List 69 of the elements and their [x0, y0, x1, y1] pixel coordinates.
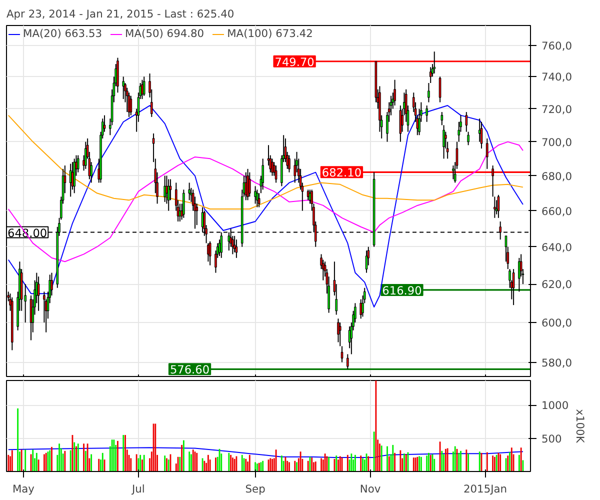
candlestick: [182, 189, 185, 218]
candlestick: [394, 79, 396, 106]
legend-label: MA(20) 663.53: [23, 27, 102, 40]
candlestick: [164, 175, 166, 202]
candlestick: [254, 186, 256, 204]
ref-line-label: 616.90: [382, 283, 422, 298]
candlestick: [494, 196, 496, 218]
candlestick: [486, 138, 488, 170]
candlestick: [167, 178, 170, 212]
candlestick: [442, 124, 445, 160]
y-tick-label: 1000: [542, 399, 569, 412]
y-tick-label: 600,0: [542, 316, 572, 330]
candlestick: [433, 51, 436, 74]
y-tick-label: 720,0: [542, 102, 572, 116]
candlestick: [440, 112, 444, 126]
candlestick: [248, 172, 251, 198]
candlestick: [256, 189, 258, 208]
candlestick: [262, 158, 264, 190]
y-tick-label: 660,0: [542, 204, 572, 218]
candlestick: [258, 192, 260, 208]
x-tick-label: Jul: [131, 482, 145, 496]
candlestick: [306, 189, 310, 201]
candlestick: [360, 298, 362, 320]
candlestick: [246, 168, 249, 201]
y-tick-label: 700,0: [542, 136, 572, 149]
candlestick: [271, 158, 274, 176]
candlestick: [465, 112, 468, 132]
ref-line-label: 682.10: [322, 166, 362, 180]
ref-line-label: 576.60: [170, 362, 210, 377]
line-series: [8, 447, 524, 458]
candlestick: [188, 182, 190, 201]
candlestick: [428, 82, 430, 103]
chart-title: Apr 23, 2014 - Jan 21, 2015 - Last : 625.40: [6, 8, 234, 20]
candlestick: [122, 76, 125, 100]
x-tick-label: Sep: [245, 482, 266, 496]
candlestick: [346, 354, 349, 370]
candlestick: [506, 246, 510, 270]
y-tick-label: 680,0: [542, 170, 572, 183]
candlestick: [452, 164, 454, 180]
y-tick-label: 500: [542, 432, 562, 446]
y-axis-title: x100K: [574, 409, 587, 444]
y-tick-label: 580,0: [542, 356, 572, 370]
x-tick-label: 2015Jan: [463, 482, 508, 496]
candlestick: [480, 121, 483, 150]
candlestick: [492, 164, 494, 198]
y-tick-label: 740,0: [542, 70, 572, 84]
candlestick: [126, 87, 128, 113]
legend-label: MA(100) 673.42: [227, 27, 313, 40]
y-tick-label: 640,0: [542, 240, 572, 254]
candlestick: [337, 318, 340, 343]
x-tick-label: Nov: [360, 482, 381, 496]
candlestick: [518, 257, 520, 292]
candlestick: [467, 131, 470, 146]
candlestick: [69, 163, 72, 198]
candlestick: [288, 154, 290, 173]
candlestick: [76, 154, 80, 173]
candlestick: [429, 66, 432, 84]
candlestick: [338, 322, 342, 347]
candlestick: [142, 76, 146, 96]
line-series: [8, 114, 524, 210]
y-tick-label: 760,0: [542, 39, 572, 52]
candlestick: [207, 242, 210, 262]
ref-line-label: 749.70: [274, 54, 314, 69]
y-tick-label: 620,0: [542, 278, 572, 292]
candlestick: [426, 105, 428, 122]
line-series: [8, 141, 524, 262]
legend-label: MA(50) 694.80: [125, 27, 204, 40]
candlestick: [130, 95, 132, 116]
x-tick-label: May: [12, 482, 34, 496]
